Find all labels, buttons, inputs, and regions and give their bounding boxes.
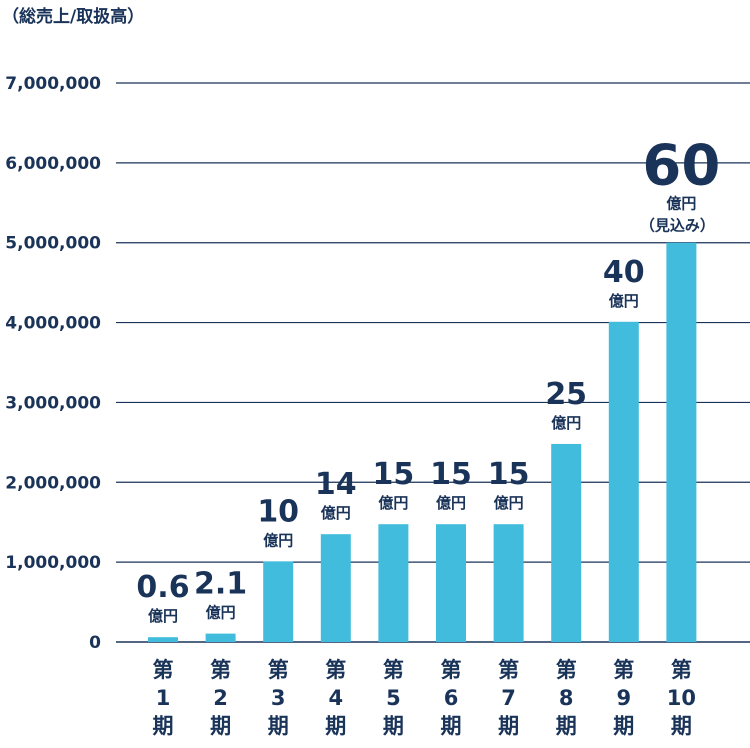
y-tick-labels: 0 1,000,000 2,000,000 3,000,000 4,000,000 5,0… bbox=[5, 74, 101, 653]
bar bbox=[608, 321, 639, 642]
y-tick-label: 7,000,000 bbox=[5, 74, 101, 94]
data-label-value: 14 bbox=[315, 467, 357, 502]
data-label-value: 10 bbox=[257, 494, 299, 529]
y-tick-label: 4,000,000 bbox=[5, 314, 101, 334]
data-label-value: 60 bbox=[642, 134, 720, 199]
data-label-unit: 億円 bbox=[148, 607, 178, 625]
data-label-unit: 億円 bbox=[551, 414, 581, 432]
category-label: 第 bbox=[498, 658, 519, 682]
category-label: 期 bbox=[153, 714, 174, 738]
data-label-unit: 億円 bbox=[321, 504, 351, 522]
category-label: 6 bbox=[444, 686, 459, 710]
category-label: 第 bbox=[671, 658, 692, 682]
data-label-unit: 億円 bbox=[666, 195, 696, 213]
y-tick-label: 2,000,000 bbox=[5, 473, 101, 493]
bar bbox=[378, 524, 409, 642]
category-label: 期 bbox=[671, 714, 692, 738]
category-label: 第 bbox=[153, 658, 174, 682]
category-label: 期 bbox=[383, 714, 404, 738]
category-label: 8 bbox=[559, 686, 574, 710]
data-label-value: 2.1 bbox=[194, 567, 247, 602]
bar bbox=[666, 242, 697, 642]
data-label-unit: 億円 bbox=[378, 494, 408, 512]
bar bbox=[320, 534, 351, 642]
data-label-note: （見込み） bbox=[640, 217, 715, 235]
y-tick-label: 0 bbox=[89, 633, 101, 653]
category-label: 7 bbox=[501, 686, 516, 710]
bar bbox=[205, 633, 236, 642]
y-tick-label: 1,000,000 bbox=[5, 553, 101, 573]
category-label: 10 bbox=[667, 686, 696, 710]
category-label: 5 bbox=[386, 686, 401, 710]
category-label: 期 bbox=[441, 714, 462, 738]
data-label-unit: 億円 bbox=[609, 292, 639, 310]
data-label-value: 0.6 bbox=[136, 570, 189, 605]
data-label-unit: 億円 bbox=[436, 494, 466, 512]
bars bbox=[148, 242, 697, 642]
data-label-value: 15 bbox=[430, 457, 472, 492]
y-axis-label: （総売上/取扱高） bbox=[2, 6, 144, 27]
bar bbox=[493, 524, 524, 642]
category-label: 期 bbox=[210, 714, 231, 738]
data-label-unit: 億円 bbox=[206, 604, 236, 622]
category-label: 9 bbox=[616, 686, 631, 710]
category-label: 第 bbox=[441, 658, 462, 682]
category-label: 第 bbox=[613, 658, 634, 682]
category-label: 第 bbox=[325, 658, 346, 682]
category-label: 期 bbox=[498, 714, 519, 738]
bar bbox=[436, 524, 466, 642]
y-tick-label: 3,000,000 bbox=[5, 393, 101, 413]
data-label-unit: 億円 bbox=[494, 494, 524, 512]
bar bbox=[148, 637, 178, 642]
data-labels: 0.6億円2.1億円10億円14億円15億円15億円15億円25億円40億円60… bbox=[136, 134, 720, 625]
category-label: 第 bbox=[210, 658, 231, 682]
category-label: 期 bbox=[325, 714, 346, 738]
data-label-unit: 億円 bbox=[263, 531, 293, 549]
category-label: 第 bbox=[383, 658, 404, 682]
bar bbox=[263, 561, 294, 642]
category-label: 3 bbox=[271, 686, 286, 710]
data-label-value: 15 bbox=[488, 457, 530, 492]
category-label: 4 bbox=[328, 686, 343, 710]
data-label-value: 40 bbox=[603, 255, 645, 290]
category-labels: 第 1 期 第 2 期 第 3 期 第 4 期 第 5 期 第 6 期 第 7 期 第 8 期 第 9 期 第 10 期 bbox=[153, 658, 697, 738]
data-label-value: 25 bbox=[545, 377, 587, 412]
y-tick-label: 5,000,000 bbox=[5, 234, 101, 254]
gridlines bbox=[116, 82, 750, 643]
bar bbox=[551, 443, 582, 642]
data-label-value: 15 bbox=[373, 457, 415, 492]
y-tick-label: 6,000,000 bbox=[5, 154, 101, 174]
category-label: 期 bbox=[613, 714, 634, 738]
category-label: 第 bbox=[556, 658, 577, 682]
category-label: 第 bbox=[268, 658, 289, 682]
category-label: 2 bbox=[213, 686, 228, 710]
category-label: 期 bbox=[268, 714, 289, 738]
category-label: 1 bbox=[156, 686, 171, 710]
category-label: 期 bbox=[556, 714, 577, 738]
